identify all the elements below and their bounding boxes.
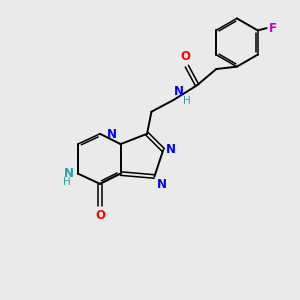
Text: N: N xyxy=(64,167,74,180)
Text: N: N xyxy=(166,143,176,156)
Text: N: N xyxy=(157,178,167,191)
Text: H: H xyxy=(63,177,70,187)
Text: O: O xyxy=(180,50,190,63)
Text: N: N xyxy=(174,85,184,98)
Text: N: N xyxy=(107,128,117,141)
Text: F: F xyxy=(269,22,277,34)
Text: H: H xyxy=(183,96,191,106)
Text: O: O xyxy=(95,209,105,223)
